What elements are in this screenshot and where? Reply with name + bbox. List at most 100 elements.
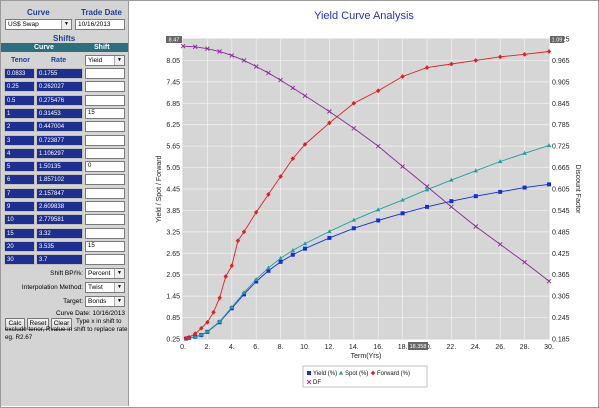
data-point-forward — [223, 274, 228, 279]
data-point-yield — [425, 204, 429, 209]
tenor-cell: 6 — [4, 174, 35, 186]
x-tick-label: 18. — [398, 344, 408, 351]
data-point-df — [266, 70, 271, 76]
shifts-label: Shifts — [53, 34, 76, 43]
data-point-yield — [278, 259, 283, 264]
data-point-forward — [183, 335, 189, 341]
data-point-yield — [242, 292, 246, 297]
data-point-forward — [424, 65, 430, 70]
y2-tick-label: 0.605 — [552, 187, 570, 194]
data-point-forward — [278, 174, 283, 179]
data-point-df — [278, 77, 283, 83]
curve-select[interactable]: US$ Swap ▼ — [5, 19, 72, 30]
shift-input[interactable]: 15 — [85, 107, 125, 119]
y2-tick-label: 0.785 — [552, 122, 570, 129]
calc-button[interactable]: Calc — [5, 318, 25, 330]
data-point-forward — [193, 331, 198, 337]
shift-input[interactable] — [85, 254, 125, 266]
data-point-spot — [376, 207, 381, 212]
legend-label: Spot (%) — [345, 371, 368, 377]
shift-input[interactable]: 15 — [85, 240, 125, 252]
y2-tick-label: 0.485 — [552, 229, 570, 236]
shift-input[interactable] — [85, 214, 125, 226]
y2-tick-label: 0.905 — [552, 79, 570, 86]
yield-curve-chart: 0.2.4.6.8.10.12.14.16.18.20.22.24.26.28.… — [130, 1, 598, 406]
data-point-yield — [400, 211, 405, 216]
data-point-yield — [327, 235, 332, 240]
shift-input[interactable] — [85, 94, 125, 106]
crosshair-y2-readout: 1.09 — [552, 38, 563, 44]
target-select[interactable]: Bonds ▼ — [85, 296, 125, 307]
shift-input[interactable] — [85, 187, 125, 199]
shift-input[interactable]: 0 — [85, 161, 125, 173]
data-point-forward — [370, 370, 376, 376]
shift-input[interactable] — [85, 68, 125, 79]
data-point-yield — [266, 268, 271, 273]
shift-bp-value: Percent — [88, 270, 111, 277]
data-point-df — [217, 49, 222, 54]
data-point-yield — [376, 218, 381, 223]
rate-cell: 0.1755 — [36, 68, 83, 79]
shift-input[interactable] — [85, 147, 125, 159]
data-point-df — [473, 224, 479, 229]
legend-box — [302, 365, 428, 388]
data-point-yield — [449, 199, 454, 204]
curve-column-header: Curve — [34, 44, 54, 51]
reset-button[interactable]: Reset — [27, 318, 49, 330]
data-point-df — [290, 85, 296, 91]
curve-select-value: US$ Swap — [8, 21, 39, 28]
data-point-df — [546, 278, 552, 284]
curve-date-text: Curve Date: 10/16/2013 — [55, 310, 125, 317]
data-point-forward — [205, 319, 210, 325]
rate-cell: 3.32 — [36, 227, 83, 239]
x-tick-label: 2. — [204, 344, 210, 351]
rate-cell: 0.262027 — [36, 81, 83, 93]
data-point-spot — [302, 241, 308, 246]
rate-cell: 1.50135 — [36, 161, 83, 173]
y-tick-label: 3.25 — [166, 229, 180, 236]
data-point-spot — [199, 332, 204, 337]
data-point-forward — [290, 156, 295, 162]
shift-input[interactable] — [85, 227, 125, 239]
clear-button[interactable]: Clear — [51, 318, 72, 330]
data-point-spot — [205, 329, 210, 334]
tenor-cell: 0.0833 — [4, 68, 35, 79]
data-point-forward — [522, 51, 527, 57]
rate-cell: 2.779581 — [36, 214, 83, 226]
data-point-df — [205, 46, 210, 51]
tenor-cell: 1 — [4, 107, 35, 119]
rate-cell: 2.157847 — [36, 187, 83, 199]
data-point-spot — [241, 290, 247, 295]
data-point-spot — [400, 197, 405, 202]
data-point-spot — [546, 143, 552, 148]
shift-input[interactable] — [85, 201, 125, 212]
shift-bp-select[interactable]: Percent ▼ — [85, 268, 125, 279]
data-point-spot — [522, 150, 527, 155]
x-tick-label: 10. — [300, 344, 310, 351]
shift-input[interactable] — [85, 121, 125, 133]
legend-label: Forward (%) — [377, 371, 410, 377]
data-point-forward — [217, 295, 222, 301]
y-tick-label: 5.05 — [166, 165, 180, 172]
trade-date-input[interactable]: 10/16/2013 — [75, 19, 125, 30]
data-point-df — [400, 164, 405, 169]
x-tick-label: 12. — [325, 344, 335, 351]
rate-cell: 1.857102 — [36, 174, 83, 186]
chevron-down-icon: ▼ — [61, 20, 71, 29]
y2-tick-label: 0.185 — [552, 337, 570, 344]
tenor-cell: 5 — [4, 161, 35, 173]
data-point-df — [351, 125, 357, 131]
y2-tick-label: 0.965 — [552, 58, 570, 65]
shift-input[interactable] — [85, 174, 125, 186]
shift-input[interactable] — [85, 134, 125, 146]
data-point-spot — [449, 177, 454, 182]
data-point-forward — [449, 61, 454, 67]
data-point-forward — [235, 238, 241, 244]
y-tick-label: 3.85 — [166, 208, 180, 215]
data-point-forward — [199, 325, 204, 331]
data-point-df — [241, 58, 247, 63]
shift-input[interactable] — [85, 81, 125, 93]
interpolation-select[interactable]: Twist ▼ — [85, 282, 125, 293]
shift-type-select[interactable]: Yield ▼ — [85, 55, 125, 66]
data-point-spot — [338, 370, 344, 375]
